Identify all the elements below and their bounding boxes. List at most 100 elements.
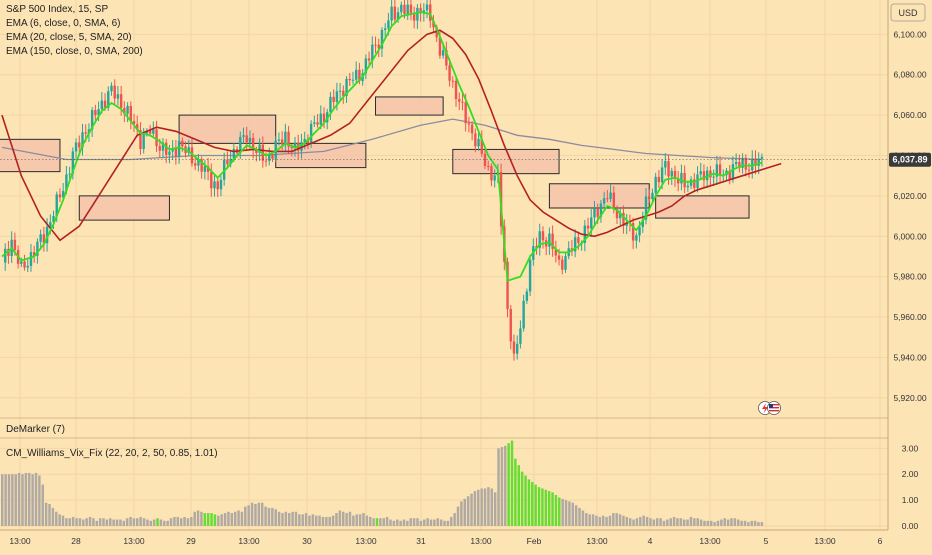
vix-bar xyxy=(17,472,21,526)
candle-body xyxy=(400,4,403,13)
candle-body xyxy=(81,132,84,148)
candle-body xyxy=(155,129,158,147)
vix-bar xyxy=(669,518,672,526)
candle-body xyxy=(338,90,342,92)
vix-bar xyxy=(510,440,514,526)
vix-bar xyxy=(493,492,497,526)
candle-body xyxy=(110,85,113,92)
currency-button[interactable]: USD xyxy=(890,3,926,22)
vix-bar xyxy=(554,494,558,526)
vix-bar xyxy=(423,519,426,526)
candle-body xyxy=(383,28,387,31)
candle-body xyxy=(590,217,593,229)
time-axis[interactable]: 13:00 28 13:00 29 13:00 30 13:00 31 13:00 Feb 13:0… xyxy=(9,536,882,546)
candle-body xyxy=(181,140,184,147)
candle-body xyxy=(680,172,683,184)
candle-body xyxy=(664,161,667,168)
vix-bar xyxy=(318,515,321,526)
candle-body xyxy=(458,99,461,102)
vix-bar xyxy=(753,520,757,526)
vix-bar xyxy=(760,522,764,526)
vix-bar xyxy=(250,502,254,526)
vix-bar xyxy=(129,516,132,526)
vix-bar xyxy=(223,513,227,526)
candle-body xyxy=(528,259,532,292)
vix-bar xyxy=(122,520,126,526)
vix-bar xyxy=(487,487,490,526)
candle-body xyxy=(615,208,619,219)
candle-body xyxy=(641,219,644,227)
vix-bar xyxy=(703,520,706,526)
vix-bar xyxy=(328,516,331,526)
vix-bar xyxy=(672,516,676,526)
price-tick-label: 6,000.00 xyxy=(893,231,926,241)
time-tick-label: 13:00 xyxy=(470,536,492,546)
candle-body xyxy=(65,174,68,192)
candle-body xyxy=(751,158,754,171)
candle-body xyxy=(74,142,78,152)
vix-bar xyxy=(210,513,213,526)
vix-bar xyxy=(581,510,585,526)
vix-tick-label: 1.00 xyxy=(902,495,919,505)
candle-body xyxy=(84,132,87,134)
last-price-label: 6,037.89 xyxy=(892,155,927,165)
vix-bar xyxy=(230,513,234,526)
candle-body xyxy=(174,148,178,157)
candle-body xyxy=(152,129,155,134)
ema-20-legend[interactable]: EMA (20, close, 5, SMA, 20) xyxy=(6,32,132,43)
vix-bar xyxy=(220,514,223,526)
candle-body xyxy=(380,30,384,49)
zone-rect xyxy=(655,195,750,219)
vix-bar xyxy=(257,502,261,526)
vix-bar xyxy=(568,501,571,526)
vix-bar xyxy=(65,518,68,526)
vix-bar xyxy=(365,515,369,526)
vix-bar xyxy=(497,448,500,526)
vix-bar xyxy=(260,502,264,526)
candle-body xyxy=(709,170,712,178)
candle-body xyxy=(116,94,120,99)
candle-body xyxy=(26,265,29,268)
candle-body xyxy=(132,120,136,125)
vix-bar xyxy=(325,516,328,526)
vix-bar xyxy=(416,518,419,526)
candle-body xyxy=(728,170,731,180)
vix-bar xyxy=(112,519,115,526)
candle-body xyxy=(374,44,377,46)
vix-bar xyxy=(500,447,504,526)
vix-bar xyxy=(291,511,294,526)
ema-6-legend[interactable]: EMA (6, close, 0, SMA, 6) xyxy=(6,18,121,29)
vix-bar xyxy=(193,511,196,526)
candle-body xyxy=(113,85,116,99)
vix-bar xyxy=(699,519,703,526)
candle-body xyxy=(509,308,512,342)
candle-body xyxy=(33,252,36,256)
candle-body xyxy=(612,192,615,209)
candle-body xyxy=(638,226,641,236)
vix-axis[interactable]: 3.00 2.00 1.00 0.00 xyxy=(902,443,919,531)
time-tick-label: 5 xyxy=(764,536,769,546)
candle-body xyxy=(754,158,757,166)
vix-fix-legend[interactable]: CM_Williams_Vix_Fix (22, 20, 2, 50, 0.85… xyxy=(6,448,218,459)
candle-body xyxy=(100,100,104,110)
ema-150-legend[interactable]: EMA (150, close, 0, SMA, 200) xyxy=(6,46,143,57)
last-price-box xyxy=(889,152,931,167)
vix-bar xyxy=(534,484,537,526)
vix-bar xyxy=(71,516,75,526)
candle-body xyxy=(429,4,432,21)
vix-bar xyxy=(7,474,11,526)
demarker-legend[interactable]: DeMarker (7) xyxy=(6,424,65,435)
symbol-title[interactable]: S&P 500 Index, 15, SP xyxy=(6,4,109,15)
candle-body xyxy=(747,169,751,171)
vix-bar xyxy=(460,501,463,526)
candle-body xyxy=(483,153,487,166)
currency-box[interactable] xyxy=(890,3,926,22)
vix-bar xyxy=(588,514,591,526)
zone-rect xyxy=(275,142,367,169)
event-icons[interactable] xyxy=(758,401,781,415)
vix-bar xyxy=(551,492,554,526)
candle-body xyxy=(651,192,654,200)
candle-body xyxy=(635,235,638,241)
